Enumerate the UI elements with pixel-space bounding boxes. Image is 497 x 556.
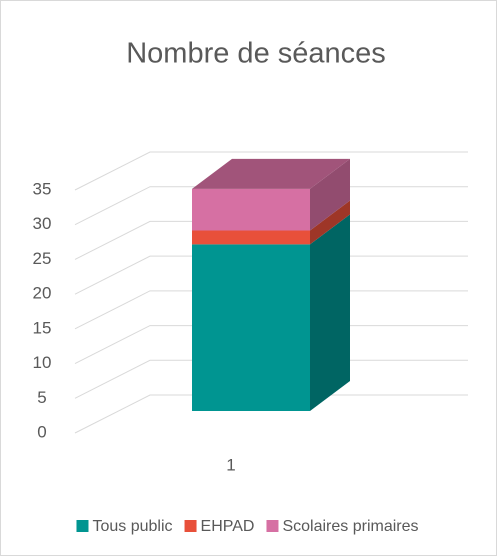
bar-top bbox=[192, 158, 350, 189]
grid-line bbox=[74, 394, 468, 434]
grid-line bbox=[74, 325, 468, 365]
y-tick-label: 20 bbox=[33, 284, 52, 303]
bar bbox=[192, 230, 310, 245]
grid-line bbox=[74, 290, 468, 330]
bar-side bbox=[310, 158, 350, 231]
grid-line bbox=[74, 220, 468, 260]
chart-title: Nombre de séances bbox=[126, 38, 386, 70]
bar-side bbox=[310, 214, 350, 411]
x-tick-label: 1 bbox=[226, 455, 235, 474]
bar bbox=[192, 188, 310, 231]
y-tick-label: 5 bbox=[37, 388, 46, 407]
legend-label: Scolaires primaires bbox=[282, 518, 418, 535]
legend-swatch bbox=[266, 520, 279, 532]
y-tick-label: 15 bbox=[33, 318, 52, 337]
grid-line bbox=[74, 359, 468, 399]
y-tick-label: 0 bbox=[37, 422, 46, 441]
y-tick-label: 10 bbox=[33, 353, 52, 372]
y-tick-label: 35 bbox=[33, 179, 52, 198]
legend-label: Tous public bbox=[92, 518, 172, 535]
grid-line bbox=[74, 186, 468, 226]
y-tick-label: 30 bbox=[33, 214, 52, 233]
bar bbox=[192, 244, 310, 411]
legend-swatch bbox=[184, 520, 197, 532]
legend-label: EHPAD bbox=[201, 518, 255, 535]
grid-line bbox=[74, 255, 468, 295]
grid-line bbox=[74, 151, 468, 191]
bar-side bbox=[310, 200, 350, 245]
legend-swatch bbox=[76, 520, 89, 532]
y-tick-label: 25 bbox=[33, 249, 52, 268]
